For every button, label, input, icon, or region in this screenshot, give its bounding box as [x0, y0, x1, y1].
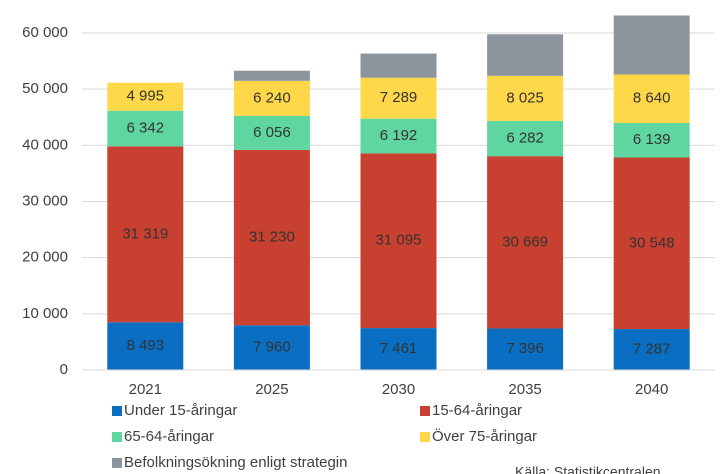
- legend-swatch: [420, 432, 430, 442]
- bar-segment: [107, 322, 184, 370]
- legend-swatch: [112, 458, 122, 468]
- x-tick-label: 2025: [255, 381, 288, 398]
- bar-segment: [233, 70, 310, 81]
- y-tick-label: 60 000: [22, 24, 68, 41]
- legend-swatch: [112, 406, 122, 416]
- y-tick-label: 30 000: [22, 192, 68, 209]
- legend-label: Under 15-åringar: [124, 402, 237, 419]
- data-label: 8 640: [633, 90, 671, 107]
- bar-segment: [613, 329, 690, 370]
- legend-label: Över 75-åringar: [432, 427, 537, 445]
- bar-segment: [613, 15, 690, 75]
- data-label: 7 960: [253, 339, 291, 356]
- data-label: 8 493: [127, 337, 165, 354]
- data-label: 4 995: [127, 88, 165, 105]
- data-label: 6 282: [506, 130, 544, 147]
- bar-segment: [360, 153, 437, 329]
- bar-segment: [487, 75, 564, 121]
- x-tick-label: 2035: [508, 381, 541, 398]
- data-label: 6 056: [253, 124, 291, 141]
- bar-segment: [613, 123, 690, 158]
- legend-label: Befolkningsökning enligt strategin: [124, 454, 347, 471]
- data-label: 6 139: [633, 131, 671, 148]
- legend-label: 15-64-åringar: [432, 402, 522, 419]
- legend-swatch: [112, 432, 122, 442]
- y-tick-label: 40 000: [22, 136, 68, 153]
- y-tick-label: 20 000: [22, 249, 68, 266]
- bar-segment: [487, 120, 564, 157]
- bar-segment: [233, 149, 310, 326]
- y-tick-label: 50 000: [22, 80, 68, 97]
- x-tick-label: 2040: [635, 381, 668, 398]
- bar-segment: [360, 77, 437, 119]
- y-tick-label: 10 000: [22, 305, 68, 322]
- data-label: 7 461: [380, 340, 418, 357]
- data-label: 6 342: [127, 120, 165, 137]
- bar-segment: [233, 115, 310, 150]
- bar-segment: [360, 53, 437, 78]
- data-label: 8 025: [506, 89, 544, 106]
- bar-segment: [107, 110, 184, 147]
- bar-segment: [613, 157, 690, 330]
- data-label: 7 396: [506, 340, 544, 357]
- source: Källa: Statistikcentralen: [515, 464, 661, 474]
- data-label: 7 287: [633, 341, 671, 358]
- data-label: 31 319: [122, 225, 168, 242]
- x-tick-label: 2030: [382, 381, 415, 398]
- bar-segment: [233, 325, 310, 370]
- data-label: 6 192: [380, 127, 418, 144]
- data-label: 31 230: [249, 229, 295, 246]
- bar-segment: [107, 82, 184, 111]
- data-label: 30 669: [502, 233, 548, 250]
- bar-segment: [487, 156, 564, 329]
- data-label: 7 289: [380, 89, 418, 106]
- data-label: 30 548: [629, 234, 675, 251]
- data-label: 31 095: [376, 232, 422, 249]
- bar-segment: [487, 328, 564, 370]
- bar-segment: [233, 80, 310, 116]
- bar-segment: [487, 34, 564, 76]
- data-label: 6 240: [253, 89, 291, 106]
- x-tick-label: 2021: [129, 381, 162, 398]
- legend-swatch: [420, 406, 430, 416]
- bar-segment: [107, 146, 184, 323]
- bar-segment: [360, 118, 437, 154]
- y-tick-label: 0: [60, 361, 68, 378]
- bar-segment: [360, 328, 437, 370]
- legend-label: 65-64-åringar: [124, 428, 214, 445]
- bar-segment: [613, 74, 690, 124]
